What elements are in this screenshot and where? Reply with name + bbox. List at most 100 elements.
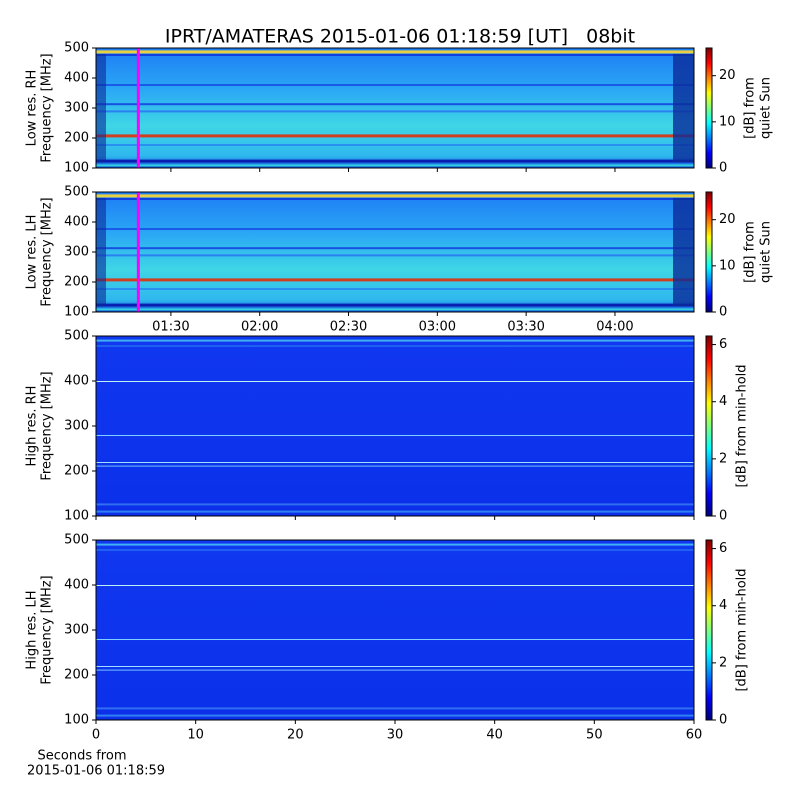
x-tick-label: 30 <box>387 728 404 743</box>
x-tick-label: 0 <box>92 728 100 743</box>
x-tick-label: 02:00 <box>241 320 278 335</box>
spectrogram-band <box>96 288 694 290</box>
y-axis-label: Low res. RH <box>25 70 40 147</box>
spectrogram-band <box>96 345 694 347</box>
y-tick-label: 500 <box>64 329 89 344</box>
spectrogram-edge <box>96 198 106 306</box>
x-axis-label: 2015-01-06 01:18:59 <box>27 764 165 779</box>
colorbar-label: quiet Sun <box>759 221 774 283</box>
spectrogram-band <box>96 54 694 56</box>
spectrogram-band <box>96 254 694 257</box>
y-axis-label: Frequency [MHz] <box>40 575 55 684</box>
x-tick-label: 10 <box>187 728 204 743</box>
y-tick-label: 300 <box>64 623 89 638</box>
spectrogram-band <box>96 278 694 282</box>
y-axis-label: High res. LH <box>25 590 40 669</box>
colorbar <box>705 539 713 721</box>
colorbar-tick-label: 4 <box>719 394 727 409</box>
spectrogram <box>96 336 694 516</box>
spectrogram-band <box>96 669 694 671</box>
x-axis-label: Seconds from <box>37 749 126 764</box>
y-tick-label: 200 <box>64 275 89 290</box>
spectrogram <box>96 48 694 168</box>
spectrogram-band <box>96 465 694 467</box>
y-tick-label: 200 <box>64 131 89 146</box>
spectrogram-edge <box>673 198 694 306</box>
y-tick-label: 200 <box>64 464 89 479</box>
colorbar-tick-label: 10 <box>719 114 736 129</box>
colorbar-tick-label: 20 <box>719 68 736 83</box>
colorbar-tick-label: 2 <box>719 451 727 466</box>
colorbar <box>705 191 713 313</box>
spectrogram-band <box>96 714 694 717</box>
y-tick-label: 300 <box>64 245 89 260</box>
y-axis-label: High res. RH <box>25 386 40 467</box>
spectrogram-edge <box>673 54 694 162</box>
y-tick-label: 300 <box>64 101 89 116</box>
y-tick-label: 200 <box>64 668 89 683</box>
y-tick-label: 300 <box>64 419 89 434</box>
colorbar <box>705 335 713 517</box>
colorbar-tick-label: 0 <box>719 713 727 728</box>
y-axis-label: Frequency [MHz] <box>40 197 55 306</box>
spectrogram-band <box>96 247 694 250</box>
y-tick-label: 500 <box>64 41 89 56</box>
x-tick-label: 03:30 <box>507 320 544 335</box>
spectrogram-band <box>96 707 694 710</box>
colorbar-tick-label: 0 <box>719 509 727 524</box>
spectrogram-band <box>96 103 694 106</box>
spectrogram-band <box>96 159 694 163</box>
spectrogram-band <box>96 339 694 342</box>
spectrogram-band <box>96 549 694 551</box>
x-tick-label: 01:30 <box>152 320 189 335</box>
y-tick-label: 500 <box>64 185 89 200</box>
y-tick-label: 100 <box>64 713 89 728</box>
spectrogram-band <box>96 381 694 382</box>
colorbar-tick-label: 4 <box>719 598 727 613</box>
spectrogram <box>96 192 694 312</box>
x-tick-label: 60 <box>686 728 703 743</box>
x-tick-label: 02:30 <box>330 320 367 335</box>
colorbar-tick-label: 2 <box>719 655 727 670</box>
x-tick-label: 40 <box>486 728 503 743</box>
colorbar-label: [dB] from min-hold <box>735 364 750 487</box>
y-tick-label: 400 <box>64 578 89 593</box>
spectrogram-band <box>96 84 694 86</box>
x-tick-label: 20 <box>287 728 304 743</box>
y-axis-label: Low res. LH <box>25 215 40 290</box>
y-tick-label: 400 <box>64 374 89 389</box>
spectrogram-band <box>96 228 694 230</box>
spectrogram-band <box>96 198 694 200</box>
colorbar-tick-label: 20 <box>719 212 736 227</box>
spectrogram-band <box>96 585 694 586</box>
colorbar <box>705 47 713 169</box>
colorbar-tick-label: 6 <box>719 337 727 352</box>
spectrogram-band <box>96 144 694 146</box>
y-tick-label: 500 <box>64 533 89 548</box>
spectrogram-band <box>96 543 694 546</box>
colorbar-label: [dB] from <box>743 221 758 283</box>
spectrogram-band <box>96 666 694 667</box>
spectrogram <box>96 540 694 720</box>
x-tick-label: 50 <box>586 728 603 743</box>
spectrogram-band <box>96 164 694 167</box>
y-tick-label: 400 <box>64 71 89 86</box>
spectrogram-band <box>96 639 694 640</box>
y-tick-label: 100 <box>64 509 89 524</box>
spectrogram-band <box>96 110 694 113</box>
spectrogram-edge <box>96 54 106 162</box>
spectrogram-band <box>96 503 694 506</box>
spectrogram-band <box>96 194 694 198</box>
y-tick-label: 400 <box>64 215 89 230</box>
spectrogram-band <box>96 50 694 54</box>
y-tick-label: 100 <box>64 161 89 176</box>
y-tick-label: 100 <box>64 305 89 320</box>
spectrogram-band <box>96 308 694 311</box>
spectrogram-band <box>96 510 694 513</box>
colorbar-tick-label: 6 <box>719 541 727 556</box>
x-tick-label: 03:00 <box>419 320 456 335</box>
colorbar-label: [dB] from <box>743 77 758 139</box>
spectrogram-band <box>96 303 694 307</box>
colorbar-tick-label: 0 <box>719 161 727 176</box>
